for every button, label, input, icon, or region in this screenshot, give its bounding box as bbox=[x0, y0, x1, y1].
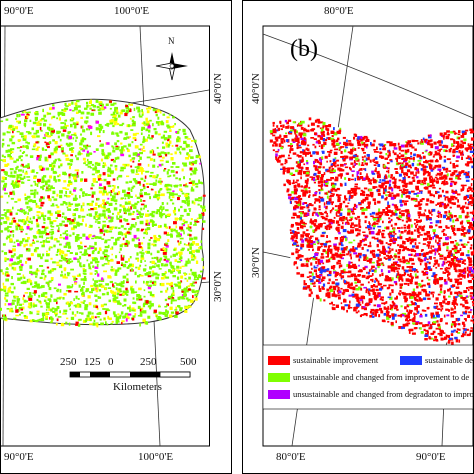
legend-label-sustainable-degradation: sustainable de bbox=[425, 355, 473, 365]
scale-unit: Kilometers bbox=[113, 381, 162, 393]
map-panel-a: 90°0'E 100°0'E 90°0'E 100°0'E 40°0'N 30°… bbox=[0, 0, 232, 474]
lon-label-bottom-90: 90°0'E bbox=[416, 451, 446, 463]
scale-tick-0: 0 bbox=[108, 356, 114, 368]
north-arrow-icon bbox=[155, 52, 188, 81]
panel-label-b: (b) bbox=[290, 36, 318, 62]
panel-divider bbox=[232, 0, 242, 474]
lon-label-top-80: 80°0'E bbox=[324, 5, 354, 17]
lon-label-top-100: 100°0'E bbox=[114, 5, 150, 17]
lat-label-30: 30°0'N bbox=[212, 271, 224, 302]
scale-tick-125: 125 bbox=[84, 356, 101, 368]
map-a-raster bbox=[0, 99, 206, 328]
legend-swatch-degradation-to-improvement bbox=[268, 390, 290, 399]
map-panel-b: (b) 80°0'E 80°0'E 90°0'E 40°0'N 30°0'N s… bbox=[242, 0, 474, 474]
map-b-canvas bbox=[242, 0, 474, 474]
scale-tick-250: 250 bbox=[140, 356, 157, 368]
lon-label-bottom-80: 80°0'E bbox=[276, 451, 306, 463]
lat-label-40-b: 40°0'N bbox=[250, 73, 262, 104]
legend-label-improvement-to-degradation: unsustainable and changed from improveme… bbox=[293, 372, 470, 382]
scale-tick-250-left: 250 bbox=[60, 356, 77, 368]
lat-label-40: 40°0'N bbox=[212, 73, 224, 104]
legend-label-sustainable-improvement: sustainable improvement bbox=[293, 355, 379, 365]
legend-swatch-sustainable-improvement bbox=[268, 356, 290, 365]
scale-bar bbox=[69, 371, 191, 378]
legend-swatch-improvement-to-degradation bbox=[268, 373, 290, 382]
legend-box bbox=[262, 344, 474, 410]
scale-tick-500: 500 bbox=[180, 356, 197, 368]
map-a-canvas bbox=[0, 0, 232, 474]
map-b-raster bbox=[269, 117, 474, 345]
lon-label-bottom-90: 90°0'E bbox=[4, 451, 34, 463]
legend-label-degradation-to-improvement: unsustainable and changed from degradato… bbox=[293, 389, 474, 399]
legend-swatch-sustainable-degradation bbox=[400, 356, 422, 365]
lon-label-bottom-100: 100°0'E bbox=[138, 451, 174, 463]
lon-label-top-90: 90°0'E bbox=[4, 5, 34, 17]
north-label: N bbox=[168, 36, 175, 46]
lat-label-30-b: 30°0'N bbox=[250, 247, 262, 278]
